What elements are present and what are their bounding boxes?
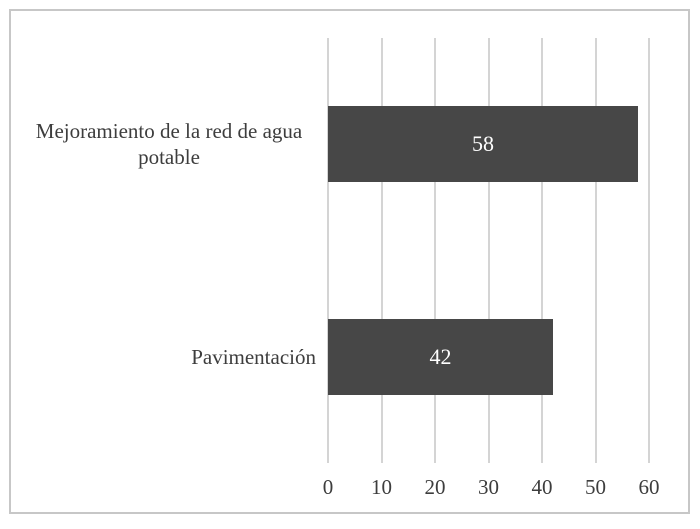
x-axis-tick-label: 40 bbox=[531, 475, 553, 499]
x-axis-tick-label: 0 bbox=[322, 475, 334, 499]
bar-value-label: 58 bbox=[472, 131, 494, 156]
gridline bbox=[434, 38, 436, 463]
gridline bbox=[541, 38, 543, 463]
gridline bbox=[327, 38, 329, 463]
gridline bbox=[648, 38, 650, 463]
gridline bbox=[380, 38, 383, 463]
category-label: Pavimentación bbox=[191, 344, 316, 369]
chart-frame bbox=[9, 9, 690, 514]
bar: 58 bbox=[328, 106, 638, 182]
bar-value-label: 42 bbox=[429, 344, 452, 369]
bar: 42 bbox=[328, 319, 553, 395]
gridline bbox=[594, 38, 597, 463]
x-axis-tick-label: 20 bbox=[424, 475, 446, 499]
x-axis-tick-label: 50 bbox=[585, 475, 606, 499]
category-label: Mejoramiento de la red de agua potable bbox=[35, 119, 303, 170]
gridline bbox=[487, 38, 490, 463]
x-axis-tick-label: 60 bbox=[638, 475, 660, 499]
x-axis-tick-label: 10 bbox=[371, 475, 392, 499]
x-axis-tick-label: 30 bbox=[478, 475, 499, 499]
